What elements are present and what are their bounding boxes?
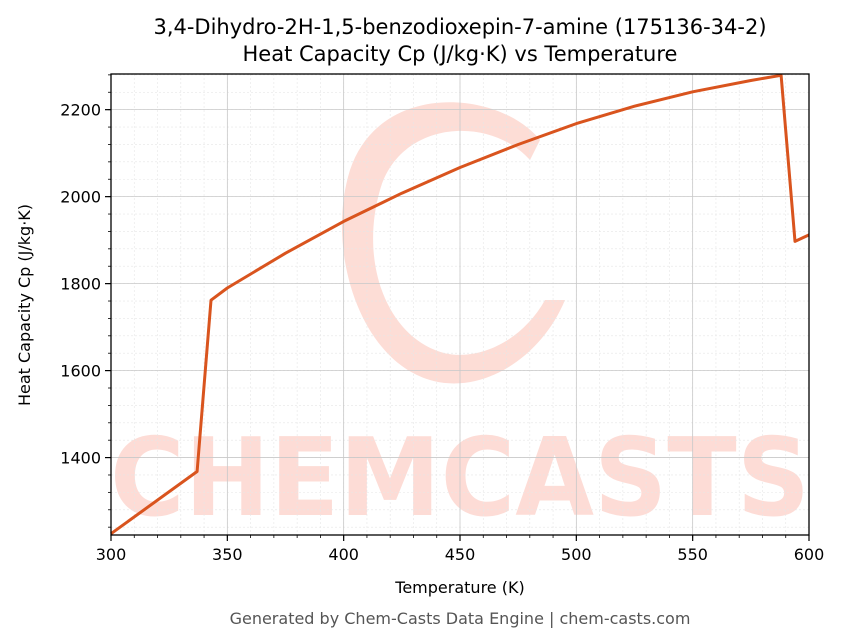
- footer-credit: Generated by Chem-Casts Data Engine | ch…: [230, 609, 691, 628]
- y-tick-label: 1600: [60, 362, 101, 381]
- x-tick-label: 550: [677, 545, 708, 564]
- y-tick-label: 1400: [60, 449, 101, 468]
- x-axis-label: Temperature (K): [394, 578, 524, 597]
- major-grid: [110, 74, 810, 535]
- cp-series-line: [110, 73, 810, 535]
- x-tick-label: 350: [212, 545, 243, 564]
- y-tick-label: 2000: [60, 188, 101, 207]
- y-axis-label: Heat Capacity Cp (J/kg·K): [15, 204, 34, 406]
- x-tick-label: 300: [96, 545, 127, 564]
- x-tick-label: 600: [794, 545, 825, 564]
- y-axis: 1400 1600 1800 2000 2200: [60, 74, 111, 528]
- y-tick-label: 1800: [60, 275, 101, 294]
- x-axis: 300 350 400 450 500 550 600: [96, 535, 825, 564]
- chart-title-line1: 3,4-Dihydro-2H-1,5-benzodioxepin-7-amine…: [153, 15, 766, 39]
- chart-title-line2: Heat Capacity Cp (J/kg·K) vs Temperature: [243, 42, 678, 66]
- x-tick-label: 500: [561, 545, 592, 564]
- x-tick-label: 400: [328, 545, 359, 564]
- x-tick-label: 450: [445, 545, 476, 564]
- y-tick-label: 2200: [60, 101, 101, 120]
